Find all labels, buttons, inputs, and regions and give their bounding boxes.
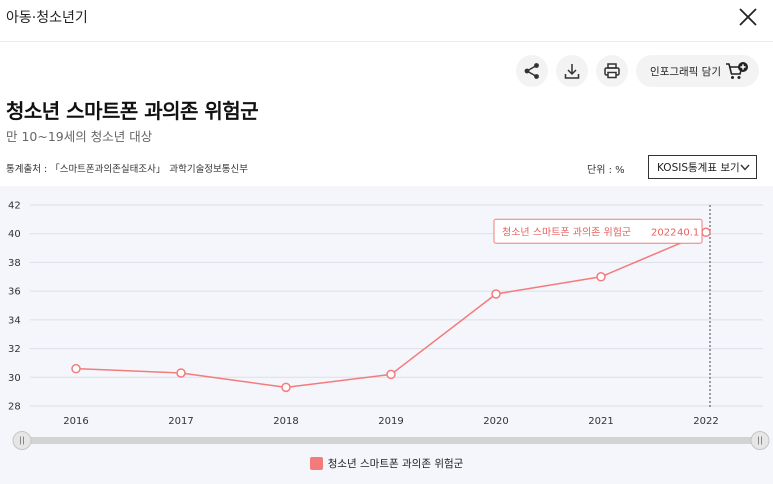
top-bar: 아동·청소년기 — [0, 0, 773, 42]
print-button[interactable] — [596, 55, 629, 87]
data-point[interactable] — [491, 289, 501, 299]
data-point[interactable] — [701, 227, 711, 238]
close-icon[interactable] — [737, 6, 759, 28]
add-infographic-label: 인포그래픽 담기 — [650, 65, 721, 78]
y-tick-label: 30 — [8, 373, 21, 384]
source-org: 과학기술정보통신부 — [169, 164, 249, 175]
y-tick-label: 36 — [8, 287, 21, 298]
tooltip-year: 2022 — [651, 227, 676, 238]
chart-legend: 청소년 스마트폰 과의존 위험군 — [0, 456, 773, 471]
range-slider-handle-end[interactable] — [750, 431, 770, 450]
legend-swatch — [309, 457, 323, 470]
unit-label: 단위 : % — [587, 165, 625, 176]
y-tick-label: 38 — [8, 258, 21, 269]
page-subtitle: 만 10~19세의 청소년 대상 — [6, 129, 153, 144]
printer-icon — [604, 63, 620, 79]
data-point[interactable] — [176, 368, 186, 378]
chevron-down-icon — [740, 164, 750, 171]
y-tick-label: 42 — [8, 201, 21, 212]
tooltip-series-name: 청소년 스마트폰 과의존 위험군 — [502, 225, 631, 238]
source-line: 통계출처 : 「스마트폰과의존실태조사」 과학기술정보통신부 — [6, 161, 248, 175]
range-slider-track[interactable] — [22, 437, 760, 444]
y-tick-label: 28 — [8, 402, 21, 413]
data-point[interactable] — [386, 369, 396, 380]
y-tick-label: 32 — [8, 344, 21, 355]
page-title: 청소년 스마트폰 과의존 위험군 — [6, 99, 259, 123]
x-tick-label: 2019 — [378, 416, 403, 427]
legend-label[interactable]: 청소년 스마트폰 과의존 위험군 — [327, 458, 464, 470]
add-infographic-button[interactable]: 인포그래픽 담기 — [636, 55, 759, 87]
series-line — [75, 231, 707, 389]
x-tick-label: 2018 — [273, 416, 298, 427]
tooltip-value: 40.1 — [677, 227, 699, 238]
download-button[interactable] — [556, 55, 589, 87]
x-tick-label: 2021 — [588, 416, 613, 427]
kosis-button-label: KOSIS통계표 보기 — [657, 161, 740, 174]
kosis-table-button[interactable]: KOSIS통계표 보기 — [648, 155, 757, 179]
download-icon — [564, 64, 580, 79]
x-tick-label: 2017 — [168, 416, 193, 427]
source-label: 통계출처 : 「스마트폰과의존실태조사」 — [6, 164, 166, 175]
data-point[interactable] — [596, 272, 606, 282]
cart-add-icon — [726, 62, 748, 79]
range-slider-handle-start[interactable] — [12, 431, 32, 450]
y-tick-label: 34 — [8, 315, 21, 326]
action-toolbar: 인포그래픽 담기 — [516, 55, 759, 87]
data-point[interactable] — [71, 363, 81, 374]
share-button[interactable] — [516, 55, 549, 87]
x-tick-label: 2020 — [483, 416, 508, 427]
section-title: 아동·청소년기 — [6, 10, 88, 26]
x-tick-label: 2016 — [63, 416, 88, 427]
x-tick-label: 2022 — [693, 416, 718, 427]
line-chart: 28 30 32 34 36 38 40 42 2016 2017 2018 2019 2020 2021… — [8, 201, 770, 450]
y-tick-label: 40 — [8, 229, 21, 240]
share-icon — [524, 63, 539, 79]
data-point[interactable] — [281, 382, 291, 393]
tooltip-box — [493, 218, 703, 244]
